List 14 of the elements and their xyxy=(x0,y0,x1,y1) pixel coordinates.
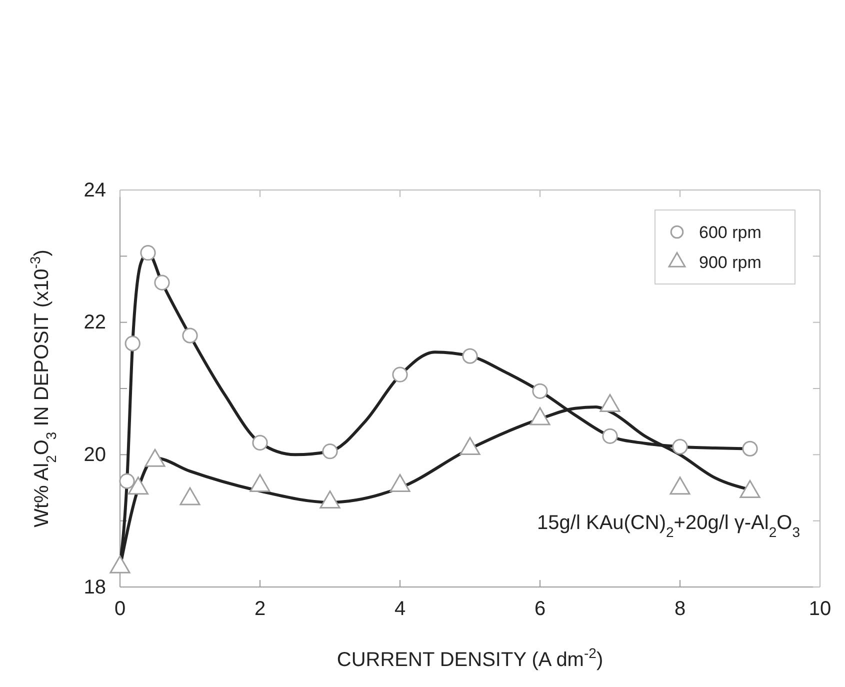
x-tick-label: 10 xyxy=(808,598,832,620)
legend-label: 600 rpm xyxy=(699,223,762,242)
legend-label: 900 rpm xyxy=(699,253,762,272)
y-tick-label: 24 xyxy=(84,179,106,202)
x-axis-title: CURRENT DENSITY (A dm$^{-2}$) xyxy=(336,645,604,671)
y-tick-label: 20 xyxy=(84,444,106,466)
y-tick-label: 22 xyxy=(84,312,106,334)
x-tick-label: 8 xyxy=(674,598,686,620)
x-tick-label: 6 xyxy=(534,598,546,620)
annotation: 15g/l KAu(CN)$_{2}$+20g/l γ-Al$_{2}$O$_{3}$ xyxy=(537,512,800,540)
x-tick-label: 0 xyxy=(114,598,126,620)
x-tick-label: 2 xyxy=(254,598,266,620)
y-tick-label: 18 xyxy=(84,576,106,598)
x-tick-label: 4 xyxy=(394,598,406,620)
